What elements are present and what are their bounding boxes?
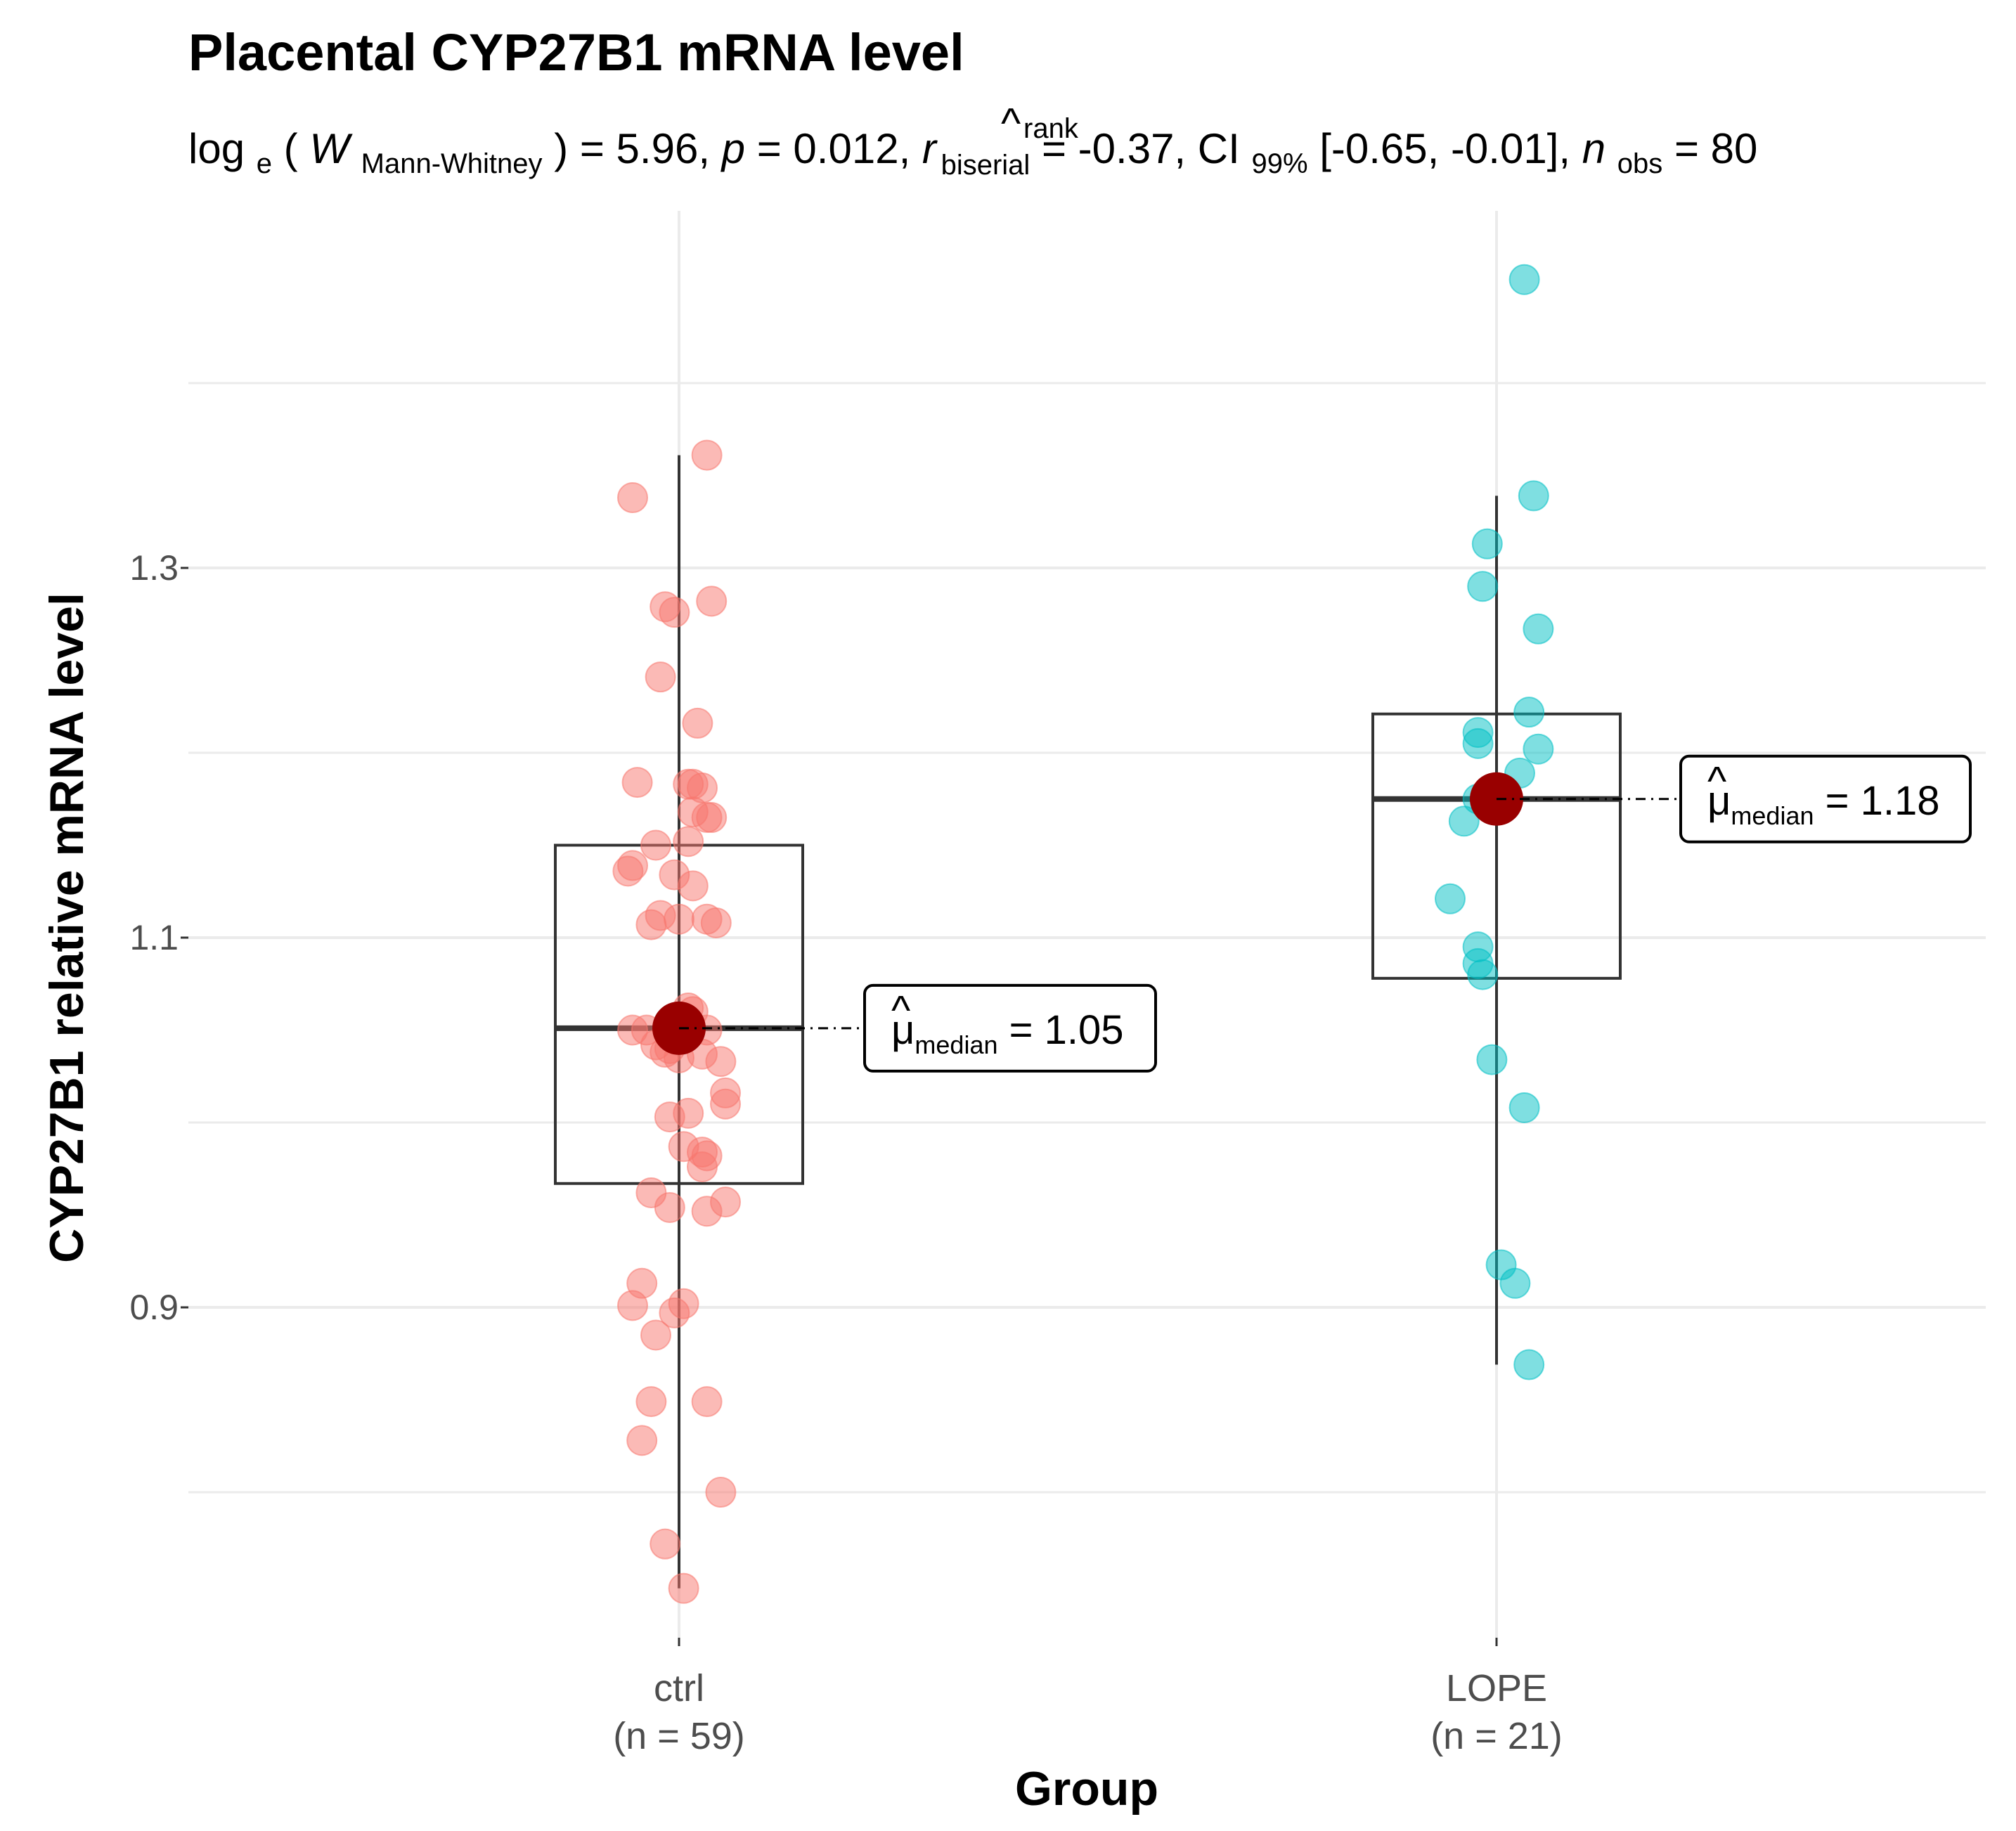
data-point — [664, 903, 694, 935]
median-label-mu: μ — [1707, 778, 1731, 824]
data-point — [1467, 959, 1499, 990]
data-point — [710, 1088, 741, 1120]
subtitle-r-hat: ^ — [1001, 100, 1021, 147]
x-tick-label: ctrl — [654, 1667, 704, 1709]
y-tick-label: 1.3 — [129, 548, 179, 588]
subtitle-p: p — [721, 125, 745, 172]
y-tick-label: 0.9 — [129, 1288, 179, 1327]
data-point — [640, 829, 671, 861]
data-point — [696, 585, 728, 617]
subtitle-w-sub: Mann-Whitney — [361, 148, 543, 179]
subtitle-log-sub: e — [257, 148, 272, 179]
x-tick-labels: ctrl (n = 59) LOPE (n = 21) — [613, 1638, 1563, 1757]
data-point — [635, 909, 667, 940]
median-label-box — [1679, 754, 1972, 843]
data-point — [617, 1290, 648, 1321]
subtitle-ci-value: [-0.65, -0.01], — [1319, 125, 1582, 172]
data-point — [645, 661, 676, 693]
median-label-text: μmedian = 1.05 — [891, 1007, 1123, 1059]
subtitle-ci-sub: 99% — [1251, 148, 1307, 179]
data-point — [691, 439, 723, 471]
data-point — [1523, 733, 1554, 765]
data-point — [1523, 613, 1554, 645]
data-point — [654, 1191, 685, 1223]
median-label-value: = 1.05 — [998, 1007, 1124, 1053]
data-point — [673, 1097, 704, 1129]
y-tick-labels: 0.9 1.1 1.3 — [129, 548, 188, 1327]
subtitle-p-value: = 0.012, — [757, 125, 922, 172]
data-point — [710, 1186, 741, 1218]
data-point — [612, 855, 644, 887]
data-point — [1518, 480, 1549, 512]
data-point — [705, 1477, 737, 1508]
data-point — [1471, 528, 1503, 559]
median-label-hat: ^ — [1707, 758, 1726, 804]
data-point — [687, 1151, 718, 1183]
subtitle-w-value: = 5.96, — [580, 125, 722, 172]
x-axis-title: Group — [1015, 1762, 1158, 1816]
y-axis-title: CYP27B1 relative mRNA level — [40, 593, 93, 1263]
data-point — [626, 1425, 658, 1456]
subtitle-r-value: = -0.37, CI — [1042, 125, 1240, 172]
label-layer: ^μmedian = 1.05^μmedian = 1.18 — [679, 754, 1972, 1073]
subtitle-n: n — [1582, 125, 1605, 172]
x-tick-label: LOPE — [1446, 1667, 1547, 1709]
subtitle-n-sub: obs — [1617, 148, 1663, 179]
data-point — [640, 1319, 671, 1351]
chart-title: Placental CYP27B1 mRNA level — [188, 23, 964, 82]
data-point — [1508, 1092, 1540, 1123]
data-point — [1513, 697, 1545, 728]
data-point — [668, 1572, 699, 1604]
subtitle-r: r — [922, 125, 938, 172]
data-point — [659, 1297, 690, 1328]
x-tick-count: (n = 59) — [613, 1715, 745, 1757]
data-point — [650, 1528, 681, 1560]
data-point — [1476, 1044, 1508, 1075]
data-point — [1462, 727, 1494, 759]
subtitle-open: ( — [284, 125, 298, 172]
subtitle-close: ) — [554, 125, 568, 172]
subtitle-r-sup: rank — [1023, 113, 1079, 144]
data-point — [700, 907, 732, 938]
data-point — [1513, 1349, 1545, 1380]
data-point — [659, 597, 690, 628]
data-point — [1435, 883, 1466, 914]
subtitle-r-sub: biserial — [941, 150, 1030, 181]
median-label-sub: median — [1731, 801, 1814, 830]
data-point — [682, 707, 713, 739]
data-point — [705, 1046, 737, 1078]
median-label-text: μmedian = 1.18 — [1707, 778, 1939, 830]
data-point — [617, 482, 648, 514]
subtitle-n-value: = 80 — [1674, 125, 1757, 172]
subtitle-w: W — [309, 125, 353, 172]
median-label-sub: median — [915, 1030, 997, 1059]
chart-subtitle: log e ( W Mann-Whitney ) = 5.96, p = 0.0… — [188, 125, 1757, 183]
data-point — [677, 870, 709, 902]
data-point — [1448, 805, 1480, 837]
point-layer — [612, 264, 1554, 1604]
median-label-mu: μ — [891, 1007, 915, 1053]
data-point — [621, 767, 653, 798]
subtitle-log: log — [188, 125, 245, 172]
median-label-box — [863, 983, 1157, 1073]
y-tick-label: 1.1 — [129, 918, 179, 957]
median-label-hat: ^ — [891, 988, 910, 1033]
x-tick-count: (n = 21) — [1430, 1715, 1563, 1757]
median-label-value: = 1.18 — [1814, 778, 1940, 824]
data-point — [635, 1386, 667, 1418]
data-point — [1508, 264, 1540, 295]
data-point — [673, 826, 704, 858]
data-point — [691, 1386, 723, 1418]
data-point — [1467, 571, 1499, 602]
data-point — [1499, 1267, 1531, 1299]
data-point — [696, 802, 728, 834]
grid-layer — [188, 211, 1986, 1638]
